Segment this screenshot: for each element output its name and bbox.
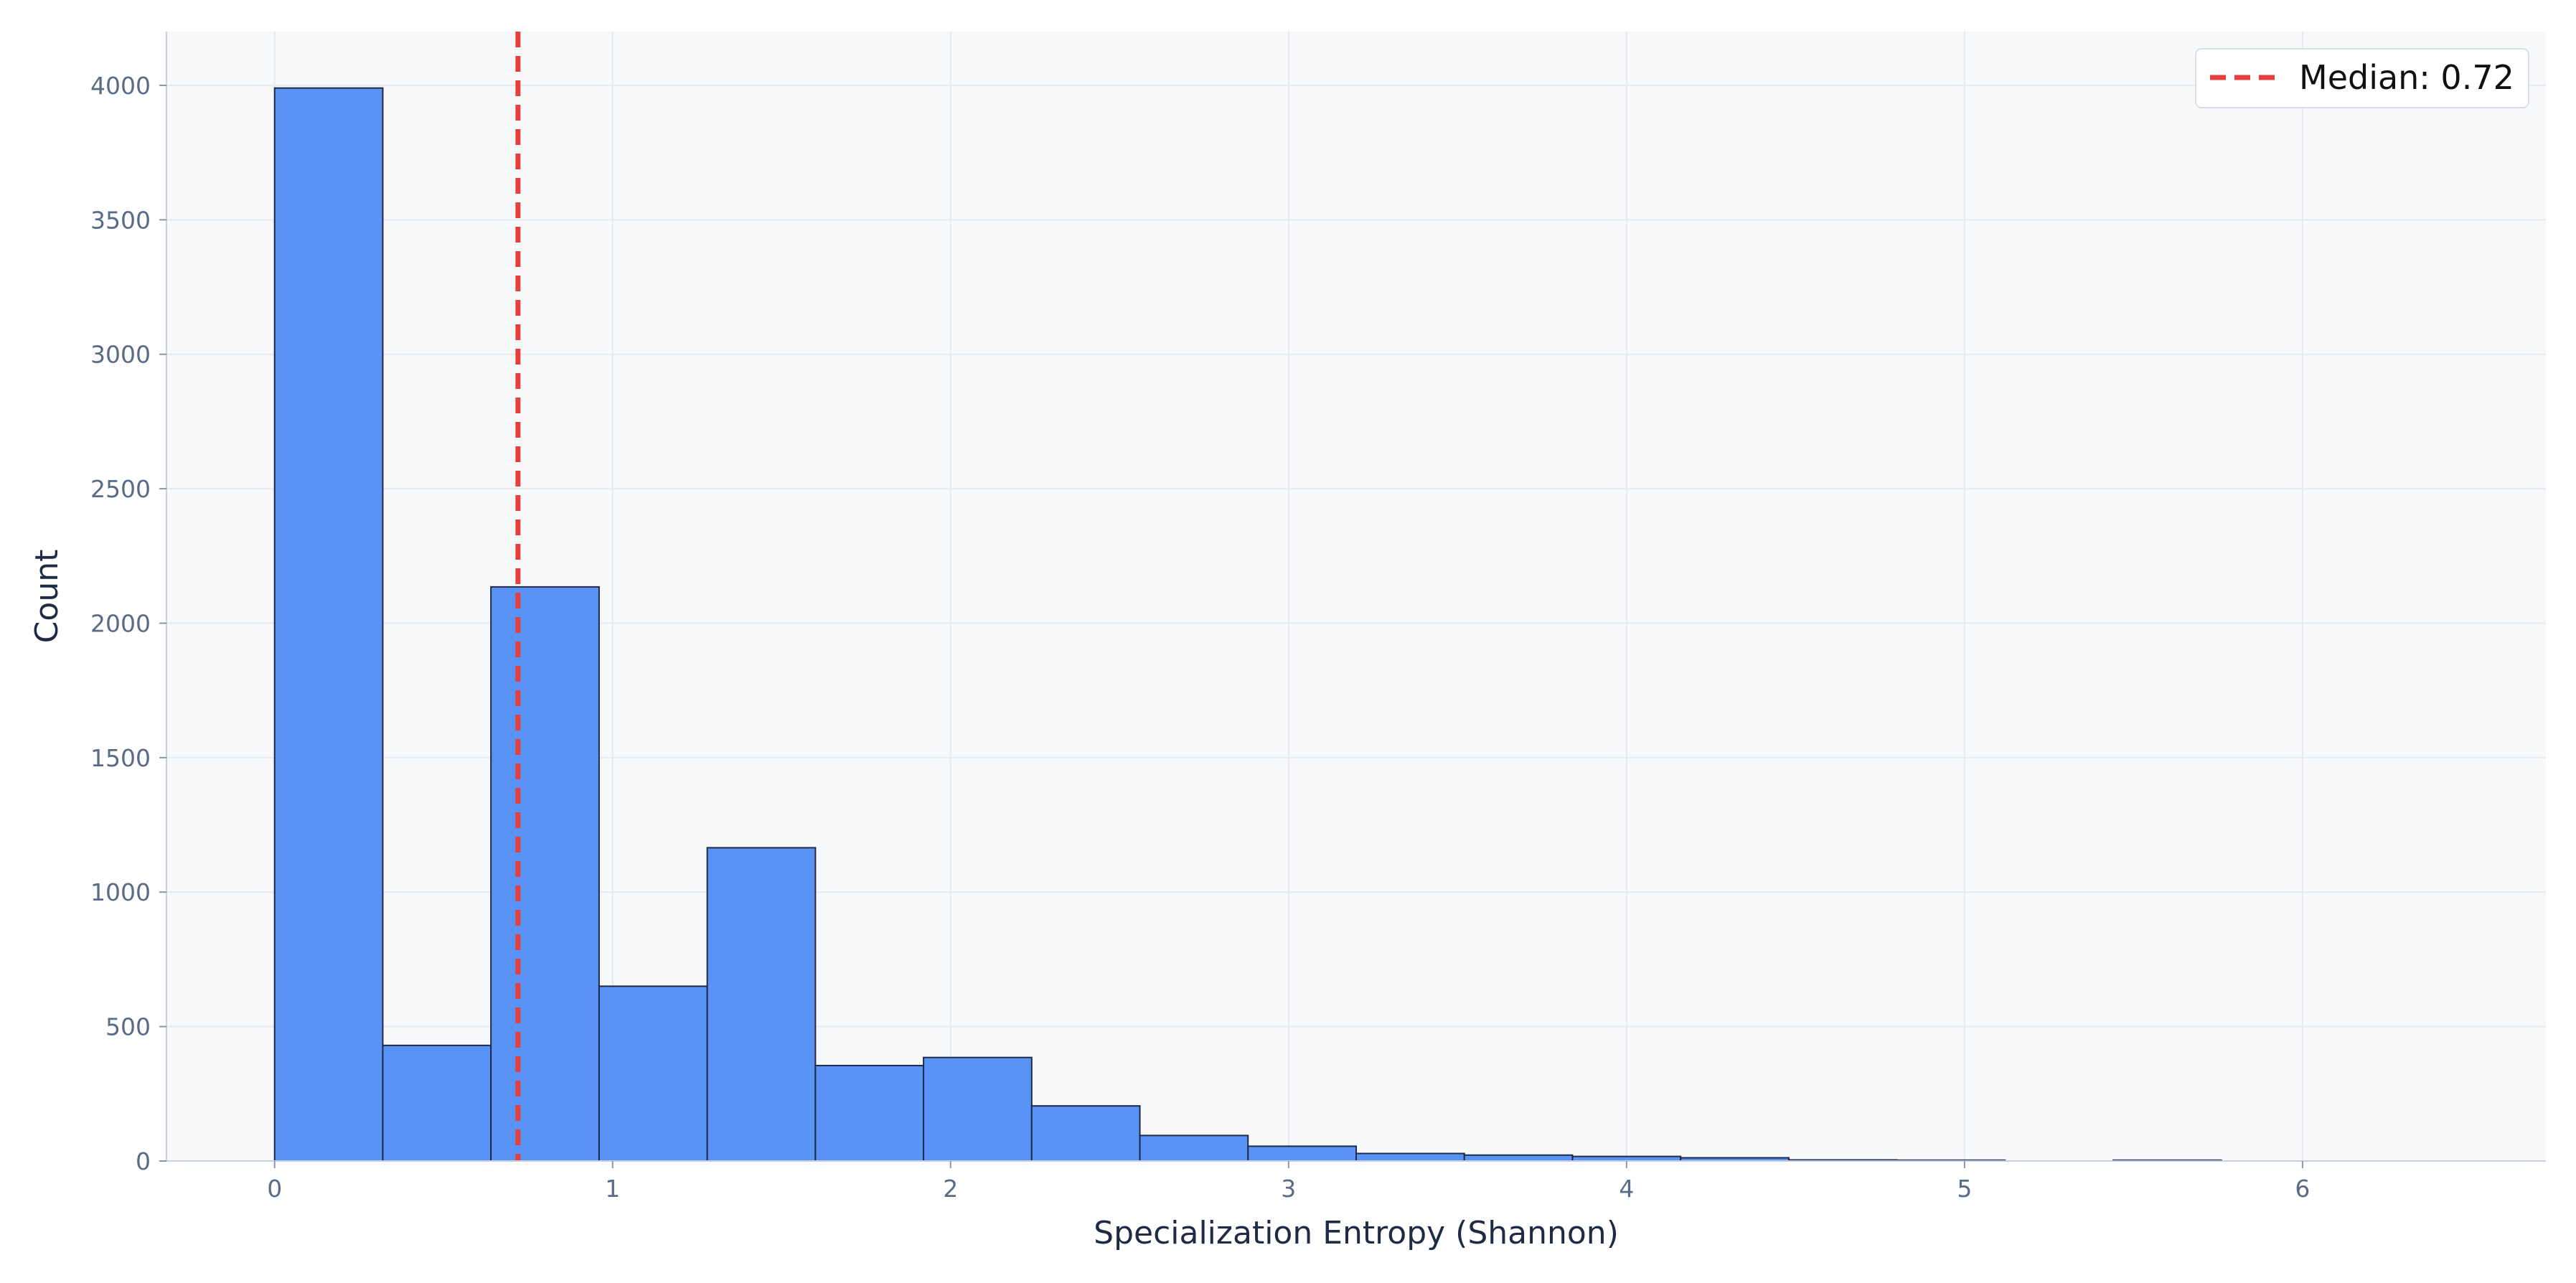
y-tick-label: 2000: [90, 609, 151, 637]
y-tick-label: 500: [105, 1013, 151, 1041]
y-axis-label: Count: [29, 550, 65, 644]
y-tick-label: 1000: [90, 878, 151, 906]
x-tick-label: 1: [605, 1175, 620, 1203]
y-tick-label: 1500: [90, 744, 151, 772]
y-tick-label: 3000: [90, 341, 151, 369]
histogram-bar: [1030, 1105, 1141, 1162]
histogram-bar: [1247, 1145, 1357, 1162]
tick-labels: 0 1 2 3 4 5 6 0 500 1000 1500 2000 2500 3000 3500 4000: [90, 72, 2310, 1203]
histogram-bars: [273, 87, 2222, 1162]
x-tick-label: 3: [1281, 1175, 1296, 1203]
histogram-bar: [1139, 1134, 1249, 1162]
y-tick-label: 2500: [90, 475, 151, 503]
histogram-bar: [382, 1044, 492, 1162]
x-tick-label: 4: [1619, 1175, 1634, 1203]
y-tick-label: 0: [136, 1147, 151, 1175]
x-tick-label: 0: [267, 1175, 282, 1203]
x-axis-label: Specialization Entropy (Shannon): [1094, 1215, 1619, 1251]
legend-median-label: Median: 0.72: [2299, 58, 2514, 97]
histogram-bar: [1355, 1152, 1465, 1162]
histogram-bar: [598, 985, 708, 1162]
x-tick-label: 2: [943, 1175, 958, 1203]
histogram-bar: [490, 586, 600, 1162]
legend-box: [2195, 48, 2529, 108]
histogram-bar: [923, 1056, 1033, 1162]
histogram-bar: [1463, 1154, 1574, 1162]
y-tick-label: 3500: [90, 206, 151, 234]
histogram-bar: [273, 87, 384, 1162]
x-tick-label: 6: [2295, 1175, 2310, 1203]
x-tick-label: 5: [1957, 1175, 1972, 1203]
legend: Median: 0.72: [2195, 48, 2529, 108]
histogram-bar: [814, 1064, 925, 1162]
histogram-bar: [706, 847, 817, 1162]
y-tick-label: 4000: [90, 72, 151, 100]
